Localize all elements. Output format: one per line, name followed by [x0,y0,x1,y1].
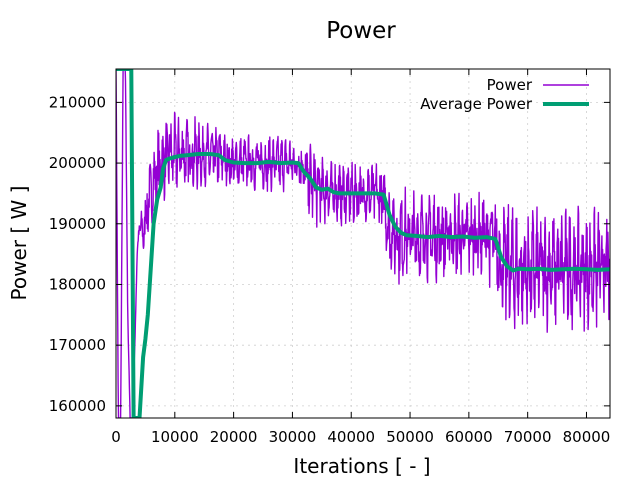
series-average-power-line [116,69,610,418]
x-tick-label: 20000 [210,428,258,446]
x-tick-label: 30000 [269,428,317,446]
y-tick-label: 160000 [49,397,106,415]
y-tick-label: 210000 [49,93,106,111]
y-tick-label: 190000 [49,215,106,233]
x-tick-label: 70000 [504,428,552,446]
legend-label-average-power: Average Power [420,95,533,113]
y-tick-label: 170000 [49,336,106,354]
plot-frame [115,68,611,419]
x-tick-label: 10000 [151,428,199,446]
axes-ticks: 0 10000 20000 30000 40000 50000 60000 70000 8000… [49,69,611,446]
plot-area [116,69,610,418]
x-tick-label: 0 [111,428,121,446]
x-tick-label: 50000 [386,428,434,446]
y-axis-title: Power [ W ] [7,186,31,301]
x-tick-label: 80000 [563,428,611,446]
y-tick-label: 180000 [49,275,106,293]
x-axis-title: Iterations [ - ] [293,454,430,478]
legend: Power Average Power [420,76,589,113]
series-power-line [116,69,610,418]
legend-label-power: Power [487,76,533,94]
y-tick-label: 200000 [49,154,106,172]
x-tick-label: 40000 [327,428,375,446]
chart-title: Power [326,18,396,44]
x-tick-label: 60000 [445,428,493,446]
